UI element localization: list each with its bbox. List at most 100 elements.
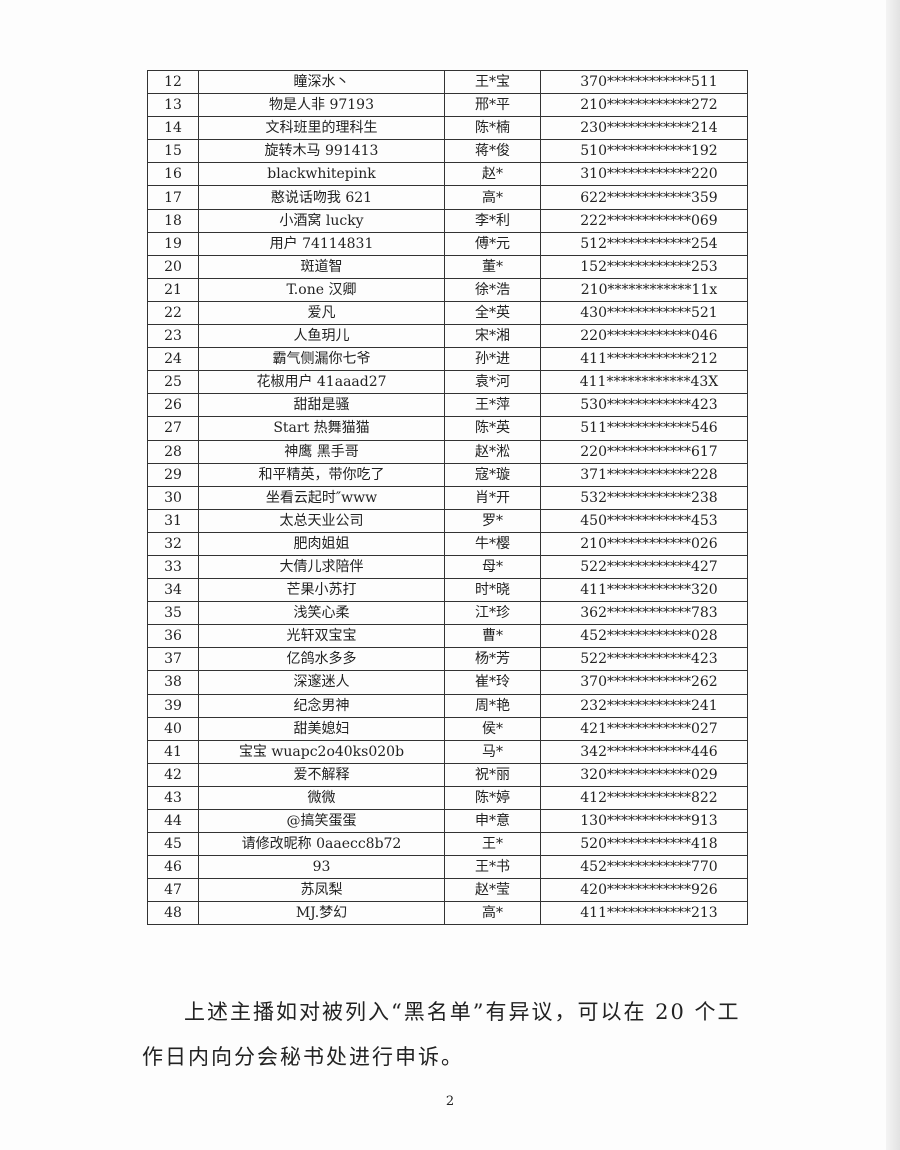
table-row: 48 MJ.梦幻 高* 411************213 — [147, 901, 748, 926]
table-row: 19 用户 74114831 傅*元 512************254 — [147, 231, 748, 256]
anchor-nickname-cell: MJ.梦幻 — [198, 901, 445, 926]
anchor-nickname-cell: T.one 汉卿 — [198, 277, 445, 302]
row-number-cell: 33 — [147, 554, 199, 580]
row-number-cell: 18 — [147, 208, 199, 233]
id-number-cell: 210************11x — [540, 277, 748, 302]
real-name-cell: 高* — [444, 185, 541, 210]
row-number-cell: 48 — [147, 901, 199, 926]
real-name-cell: 陈*英 — [444, 416, 541, 441]
id-number-cell: 362************783 — [540, 601, 748, 626]
id-number-cell: 130************913 — [540, 808, 748, 834]
row-number-cell: 26 — [147, 393, 199, 418]
id-number-cell: 510************192 — [540, 139, 748, 164]
anchor-nickname-cell: Start 热舞猫猫 — [198, 416, 445, 441]
table-row: 31 太总天业公司 罗* 450************453 — [147, 508, 748, 533]
id-number-cell: 622************359 — [540, 185, 748, 210]
id-number-cell: 220************617 — [540, 439, 748, 464]
real-name-cell: 全*英 — [444, 300, 541, 326]
id-number-cell: 210************026 — [540, 531, 748, 556]
anchor-nickname-cell: 纪念男神 — [198, 693, 445, 718]
table-row: 15 旋转木马 991413 蒋*俊 510************192 — [147, 139, 748, 164]
table-row: 26 甜甜是骚 王*萍 530************423 — [147, 393, 748, 418]
table-row: 42 爱不解释 祝*丽 320************029 — [147, 762, 748, 787]
table-row: 17 憨说话吻我 621 高* 622************359 — [147, 185, 748, 210]
row-number-cell: 36 — [147, 624, 199, 649]
id-number-cell: 370************262 — [540, 670, 748, 695]
real-name-cell: 曹* — [444, 624, 541, 649]
id-number-cell: 511************546 — [540, 416, 748, 441]
row-number-cell: 22 — [147, 300, 199, 326]
real-name-cell: 高* — [444, 901, 541, 926]
real-name-cell: 崔*玲 — [444, 670, 541, 695]
real-name-cell: 陈*婷 — [444, 785, 541, 811]
table-row: 47 苏凤梨 赵*莹 420************926 — [147, 878, 748, 903]
anchor-nickname-cell: 太总天业公司 — [198, 508, 445, 533]
row-number-cell: 16 — [147, 162, 199, 187]
id-number-cell: 152************253 — [540, 254, 748, 279]
real-name-cell: 周*艳 — [444, 693, 541, 718]
row-number-cell: 34 — [147, 578, 199, 603]
row-number-cell: 41 — [147, 739, 199, 764]
real-name-cell: 赵*莹 — [444, 878, 541, 903]
real-name-cell: 王* — [444, 832, 541, 857]
id-number-cell: 421************027 — [540, 716, 748, 741]
id-number-cell: 452************770 — [540, 855, 748, 880]
anchor-nickname-cell: 瞳深水丶 — [198, 69, 445, 95]
table-row: 24 霸气侧漏你七爷 孙*进 411************212 — [147, 347, 748, 372]
anchor-nickname-cell: 93 — [198, 855, 445, 880]
table-row: 46 93 王*书 452************770 — [147, 855, 748, 880]
id-number-cell: 520************418 — [540, 832, 748, 857]
row-number-cell: 40 — [147, 716, 199, 741]
scan-edge — [886, 0, 900, 1150]
anchor-nickname-cell: 霸气侧漏你七爷 — [198, 347, 445, 372]
table-row: 14 文科班里的理科生 陈*楠 230************214 — [147, 116, 748, 141]
anchor-nickname-cell: 斑道智 — [198, 254, 445, 279]
row-number-cell: 37 — [147, 647, 199, 672]
table-row: 34 芒果小苏打 时*晓 411************320 — [147, 578, 748, 603]
real-name-cell: 袁*河 — [444, 370, 541, 395]
real-name-cell: 祝*丽 — [444, 762, 541, 787]
id-number-cell: 232************241 — [540, 693, 748, 718]
id-number-cell: 512************254 — [540, 231, 748, 256]
table-row: 35 浅笑心柔 江*珍 362************783 — [147, 601, 748, 626]
id-number-cell: 532************238 — [540, 485, 748, 510]
row-number-cell: 47 — [147, 878, 199, 903]
table-row: 12 瞳深水丶 王*宝 370************511 — [147, 69, 748, 95]
table-row: 16 blackwhitepink 赵* 310************220 — [147, 162, 748, 187]
real-name-cell: 申*意 — [444, 808, 541, 834]
table-row: 43 微微 陈*婷 412************822 — [147, 785, 748, 811]
id-number-cell: 220************046 — [540, 324, 748, 349]
row-number-cell: 42 — [147, 762, 199, 787]
anchor-nickname-cell: 甜甜是骚 — [198, 393, 445, 418]
table-row: 27 Start 热舞猫猫 陈*英 511************546 — [147, 416, 748, 441]
row-number-cell: 44 — [147, 808, 199, 834]
table-row: 33 大倩儿求陪伴 母* 522************427 — [147, 554, 748, 580]
anchor-nickname-cell: 浅笑心柔 — [198, 601, 445, 626]
anchor-nickname-cell: 请修改昵称 0aaecc8b72 — [198, 832, 445, 857]
anchor-nickname-cell: 肥肉姐姐 — [198, 531, 445, 556]
anchor-nickname-cell: 大倩儿求陪伴 — [198, 554, 445, 580]
table-row: 28 神鹰 黑手哥 赵*淞 220************617 — [147, 439, 748, 464]
row-number-cell: 28 — [147, 439, 199, 464]
real-name-cell: 宋*湘 — [444, 324, 541, 349]
anchor-nickname-cell: 憨说话吻我 621 — [198, 185, 445, 210]
real-name-cell: 马* — [444, 739, 541, 764]
row-number-cell: 30 — [147, 485, 199, 510]
row-number-cell: 35 — [147, 601, 199, 626]
table-row: 23 人鱼玥儿 宋*湘 220************046 — [147, 324, 748, 349]
real-name-cell: 邢*平 — [444, 93, 541, 118]
anchor-nickname-cell: 旋转木马 991413 — [198, 139, 445, 164]
appeal-notice-paragraph: 上述主播如对被列入“黑名单”有异议，可以在 20 个工作日内向分会秘书处进行申诉… — [142, 1000, 741, 1069]
row-number-cell: 19 — [147, 231, 199, 256]
table-row: 38 深邃迷人 崔*玲 370************262 — [147, 670, 748, 695]
id-number-cell: 452************028 — [540, 624, 748, 649]
table-row: 32 肥肉姐姐 牛*樱 210************026 — [147, 531, 748, 556]
row-number-cell: 23 — [147, 324, 199, 349]
anchor-nickname-cell: 花椒用户 41aaad27 — [198, 370, 445, 395]
real-name-cell: 寇*璇 — [444, 462, 541, 487]
id-number-cell: 420************926 — [540, 878, 748, 903]
table-row: 29 和平精英，带你吃了 寇*璇 371************228 — [147, 462, 748, 487]
id-number-cell: 411************320 — [540, 578, 748, 603]
real-name-cell: 杨*芳 — [444, 647, 541, 672]
row-number-cell: 21 — [147, 277, 199, 302]
